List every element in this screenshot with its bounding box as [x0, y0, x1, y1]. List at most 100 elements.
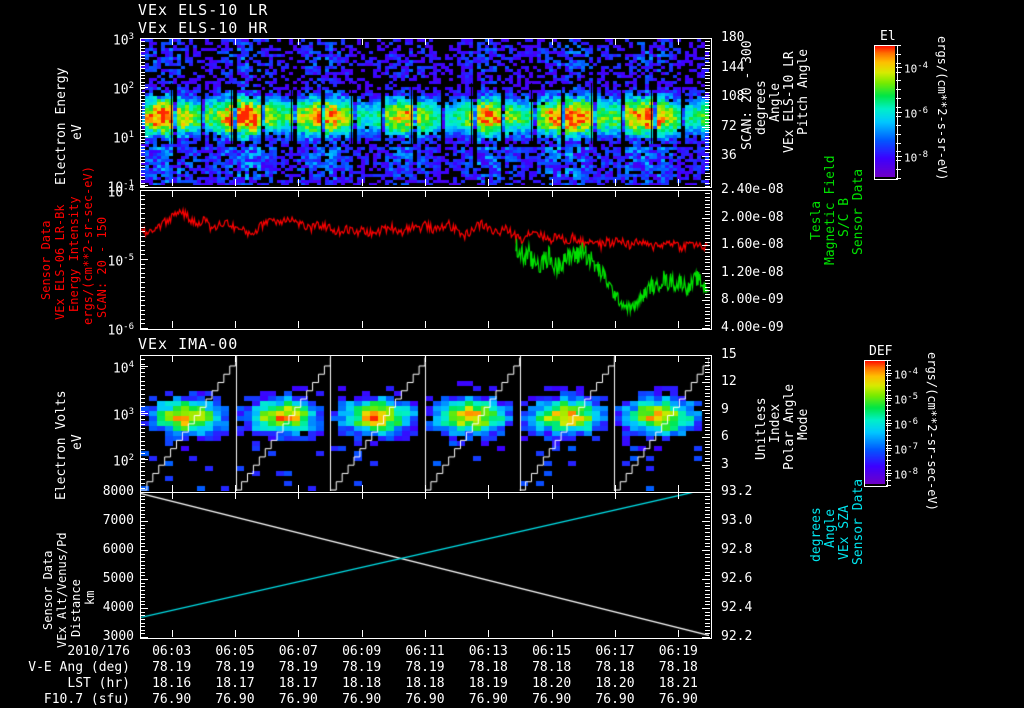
y-tick-minor — [705, 225, 710, 226]
colorbar-ticklabel: 10-5 — [894, 392, 919, 407]
panel1-spectrogram-canvas — [141, 39, 709, 185]
colorbar-tick — [896, 112, 902, 113]
y-tick-minor — [140, 72, 145, 73]
y-tick-minor — [140, 543, 145, 544]
x-tick-bottom — [298, 485, 299, 492]
colorbar-tick — [886, 473, 892, 474]
y-tick-minor — [705, 400, 710, 401]
x-tick-bottom — [615, 179, 616, 186]
y-tick-minor — [705, 608, 710, 609]
y-tick-minor — [705, 269, 710, 270]
bottom-value-cell: 76.90 — [278, 692, 318, 707]
x-tick-bottom — [615, 485, 616, 492]
y-tick-minor — [140, 173, 145, 174]
y-tick-minor — [140, 55, 145, 56]
y-tick-minor — [140, 488, 145, 489]
x-tick-top — [552, 492, 553, 499]
panel2-right-label-magfield: Magnetic Field — [823, 155, 838, 265]
colorbar-minor-tick — [896, 151, 901, 152]
x-tick-bottom — [172, 179, 173, 186]
y-tick-minor — [140, 507, 145, 508]
colorbar1-gradient — [875, 46, 895, 177]
y-tick-minor — [705, 510, 710, 511]
y-tick-minor — [705, 51, 710, 52]
y-tick-minor — [705, 451, 710, 452]
y-tick-minor — [705, 78, 710, 79]
y-tick-minor — [705, 162, 710, 163]
y-tick-major — [140, 185, 148, 186]
bottom-value-cell: 76.90 — [342, 692, 382, 707]
x-tick-bottom — [678, 321, 679, 328]
y-ticklabel: 103 — [112, 32, 134, 49]
y-tick-minor — [140, 65, 145, 66]
y-tick-minor — [705, 304, 710, 305]
y-tick-minor — [705, 146, 710, 147]
y-tick-minor — [705, 325, 710, 326]
bottom-row-label: V-E Ang (deg) — [28, 660, 130, 675]
y-tick-minor — [705, 200, 710, 201]
x-tick-top — [615, 492, 616, 499]
panel3-right-label-mode: Mode — [796, 408, 811, 440]
y-tick-minor — [140, 146, 145, 147]
colorbar3 — [864, 360, 888, 487]
y-tick-minor — [140, 359, 145, 360]
bottom-date-label: 2010/176 — [67, 644, 130, 659]
x-tick-top — [362, 355, 363, 362]
y-ticklabel: 180 — [721, 30, 745, 45]
y-tick-minor — [140, 195, 145, 196]
colorbar1-title: El — [880, 29, 896, 44]
y-tick-minor — [705, 379, 710, 380]
x-tick-top — [172, 355, 173, 362]
y-tick-minor — [140, 364, 145, 365]
bottom-value-cell: 76.90 — [152, 692, 192, 707]
x-tick-bottom — [552, 485, 553, 492]
bottom-time-label: 06:05 — [215, 644, 255, 659]
bottom-time-label: 06:09 — [342, 644, 382, 659]
x-tick-top — [552, 190, 553, 197]
y-tick-minor — [140, 38, 145, 39]
bottom-value-cell: 76.90 — [468, 692, 508, 707]
y-tick-minor — [705, 604, 710, 605]
y-tick-minor — [140, 208, 145, 209]
x-tick-top — [235, 492, 236, 499]
colorbar-ticklabel: 10-8 — [894, 467, 919, 482]
x-tick-top — [488, 38, 489, 45]
y-tick-minor — [140, 236, 145, 237]
colorbar-minor-tick — [886, 415, 891, 416]
y-tick-minor — [140, 222, 145, 223]
colorbar1 — [874, 45, 898, 180]
panel1-right-label-pitch-angle: Pitch Angle — [796, 48, 811, 135]
y-tick-minor — [705, 82, 710, 83]
y-tick-minor — [140, 136, 145, 137]
colorbar-minor-tick — [886, 480, 891, 481]
y-tick-minor — [705, 321, 710, 322]
y-tick-minor — [140, 561, 145, 562]
bottom-time-label: 06:19 — [658, 644, 698, 659]
y-tick-minor — [140, 259, 145, 260]
y-tick-minor — [705, 586, 710, 587]
panel1-ylabel: Electron Energy — [54, 67, 69, 185]
y-tick-minor — [705, 109, 710, 110]
x-tick-top — [235, 38, 236, 45]
y-tick-minor — [705, 318, 710, 319]
bottom-value-cell: 78.18 — [595, 660, 635, 675]
y-tick-minor — [140, 277, 145, 278]
bottom-value-cell: 76.90 — [658, 692, 698, 707]
y-tick-minor — [705, 372, 710, 373]
panel-2-intensity-magfield — [140, 190, 712, 330]
y-tick-minor — [705, 204, 710, 205]
y-ticklabel: 8000 — [102, 484, 134, 499]
colorbar-minor-tick — [886, 465, 891, 466]
y-tick-minor — [140, 51, 145, 52]
y-tick-minor — [140, 99, 145, 100]
panel4-right-label-degrees: degrees — [809, 507, 824, 562]
y-tick-minor — [140, 572, 145, 573]
colorbar-minor-tick — [896, 169, 901, 170]
y-tick-minor — [140, 633, 145, 634]
y-tick-minor — [705, 99, 710, 100]
y-tick-minor — [140, 132, 145, 133]
y-tick-minor — [705, 623, 710, 624]
y-tick-minor — [705, 183, 710, 184]
y-tick-minor — [705, 266, 710, 267]
colorbar-minor-tick — [896, 72, 901, 73]
